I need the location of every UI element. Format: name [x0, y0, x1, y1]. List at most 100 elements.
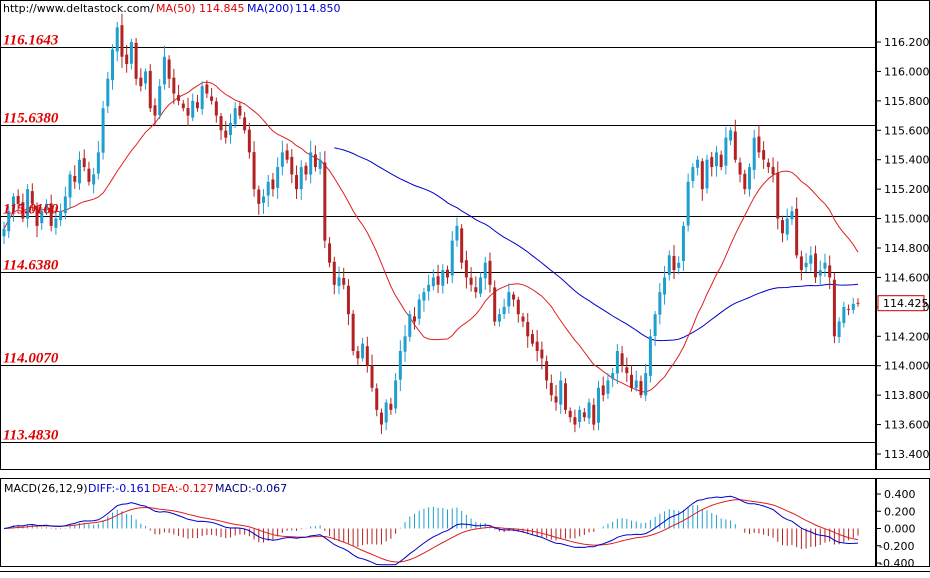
candle-body: [719, 154, 723, 168]
candle-body: [82, 158, 86, 168]
candle-body: [295, 175, 299, 190]
price-tick-label: 114.800: [884, 242, 930, 255]
candle-body: [177, 95, 181, 101]
candle-body: [615, 351, 619, 374]
candle-body: [563, 383, 567, 410]
level-label: 116.1643: [3, 33, 59, 49]
level-label: 113.4830: [3, 428, 59, 444]
candle-body: [389, 403, 393, 410]
candle-body: [158, 86, 162, 116]
macd-diff-line: [3, 495, 859, 566]
candle-body: [11, 196, 15, 212]
candle-body: [431, 277, 435, 287]
candles: [2, 13, 860, 434]
candle-body: [606, 380, 610, 394]
candle-body: [634, 380, 638, 389]
candle-body: [7, 211, 11, 232]
candle-body: [285, 150, 289, 160]
candle-body: [639, 381, 643, 396]
candle-body: [446, 269, 450, 278]
candle-body: [799, 256, 803, 271]
candle-body: [460, 228, 464, 263]
candle-body: [516, 299, 520, 315]
candle-body: [224, 130, 228, 138]
candle-body: [568, 410, 572, 418]
candle-body: [77, 159, 81, 184]
candle-body: [412, 316, 416, 322]
candle-body: [59, 211, 63, 221]
candle-body: [837, 321, 841, 338]
candle-body: [733, 131, 737, 160]
macd-dea-line: [3, 499, 859, 563]
candle-body: [252, 152, 256, 190]
ma200-path: [334, 147, 859, 342]
candle-body: [422, 292, 426, 301]
candle-body: [592, 404, 596, 425]
price-tick-label: 115.600: [884, 124, 930, 137]
candle-body: [648, 336, 652, 376]
candle-body: [507, 292, 511, 307]
candle-body: [153, 105, 157, 116]
candle-body: [469, 277, 473, 285]
level-label: 114.6380: [3, 258, 59, 274]
candle-body: [186, 107, 190, 116]
candle-body: [299, 167, 303, 190]
source-url: http://www.deltastock.com/: [3, 2, 154, 15]
candle-body: [375, 388, 379, 410]
macd-diff-label: DIFF:-0.161: [88, 482, 151, 495]
candle-body: [318, 159, 322, 169]
candle-body: [436, 276, 440, 285]
candle-body: [379, 412, 383, 425]
candle-body: [87, 168, 91, 182]
ma50-line: [3, 81, 859, 393]
candle-body: [847, 308, 851, 310]
candle-body: [328, 243, 332, 263]
price-axis: 116.200 116.000 115.800 115.600 115.400 115.2…: [876, 36, 930, 461]
candle-body: [262, 196, 266, 203]
candle-body: [172, 77, 176, 94]
candle-body: [512, 294, 516, 300]
candle-body: [441, 270, 445, 286]
macd-title: MACD(26,12,9): [4, 482, 88, 495]
candle-body: [601, 385, 605, 396]
price-tick-label: 115.000: [884, 213, 930, 226]
candle-body: [743, 173, 747, 190]
candle-body: [809, 255, 813, 264]
candle-body: [2, 228, 6, 237]
last-price-label: 114.425: [883, 297, 929, 310]
candle-body: [842, 306, 846, 324]
level-labels: 116.1643 115.6380 115.0160 114.6380 114.0070…: [3, 33, 59, 444]
candle-body: [653, 314, 657, 336]
candle-body: [35, 205, 39, 226]
candle-body: [455, 225, 459, 241]
candle-body: [370, 365, 374, 388]
candle-body: [356, 351, 360, 359]
candle-body: [92, 174, 96, 185]
price-tick-label: 113.600: [884, 419, 930, 432]
candle-body: [115, 27, 119, 52]
candle-body: [30, 191, 34, 204]
candle-body: [148, 70, 152, 109]
candle-body: [696, 159, 700, 168]
price-tick-label: 115.200: [884, 183, 930, 196]
candle-body: [351, 313, 355, 351]
candle-body: [134, 42, 138, 79]
candle-body: [823, 262, 827, 269]
candle-body: [16, 195, 20, 204]
candle-body: [700, 161, 704, 190]
candle-body: [493, 287, 497, 322]
candle-body: [247, 129, 251, 153]
price-tick-label: 114.600: [884, 271, 930, 284]
candle-body: [276, 167, 280, 188]
candle-body: [625, 367, 629, 374]
candle-body: [111, 49, 115, 81]
diff-path: [3, 495, 859, 566]
candle-body: [559, 380, 563, 405]
candle-body: [804, 262, 808, 268]
candle-body: [26, 189, 30, 219]
price-tick-label: 115.800: [884, 95, 930, 108]
candle-body: [479, 277, 483, 294]
candle-body: [106, 78, 110, 107]
macd-histogram: [8, 505, 859, 549]
candle-body: [502, 306, 506, 315]
